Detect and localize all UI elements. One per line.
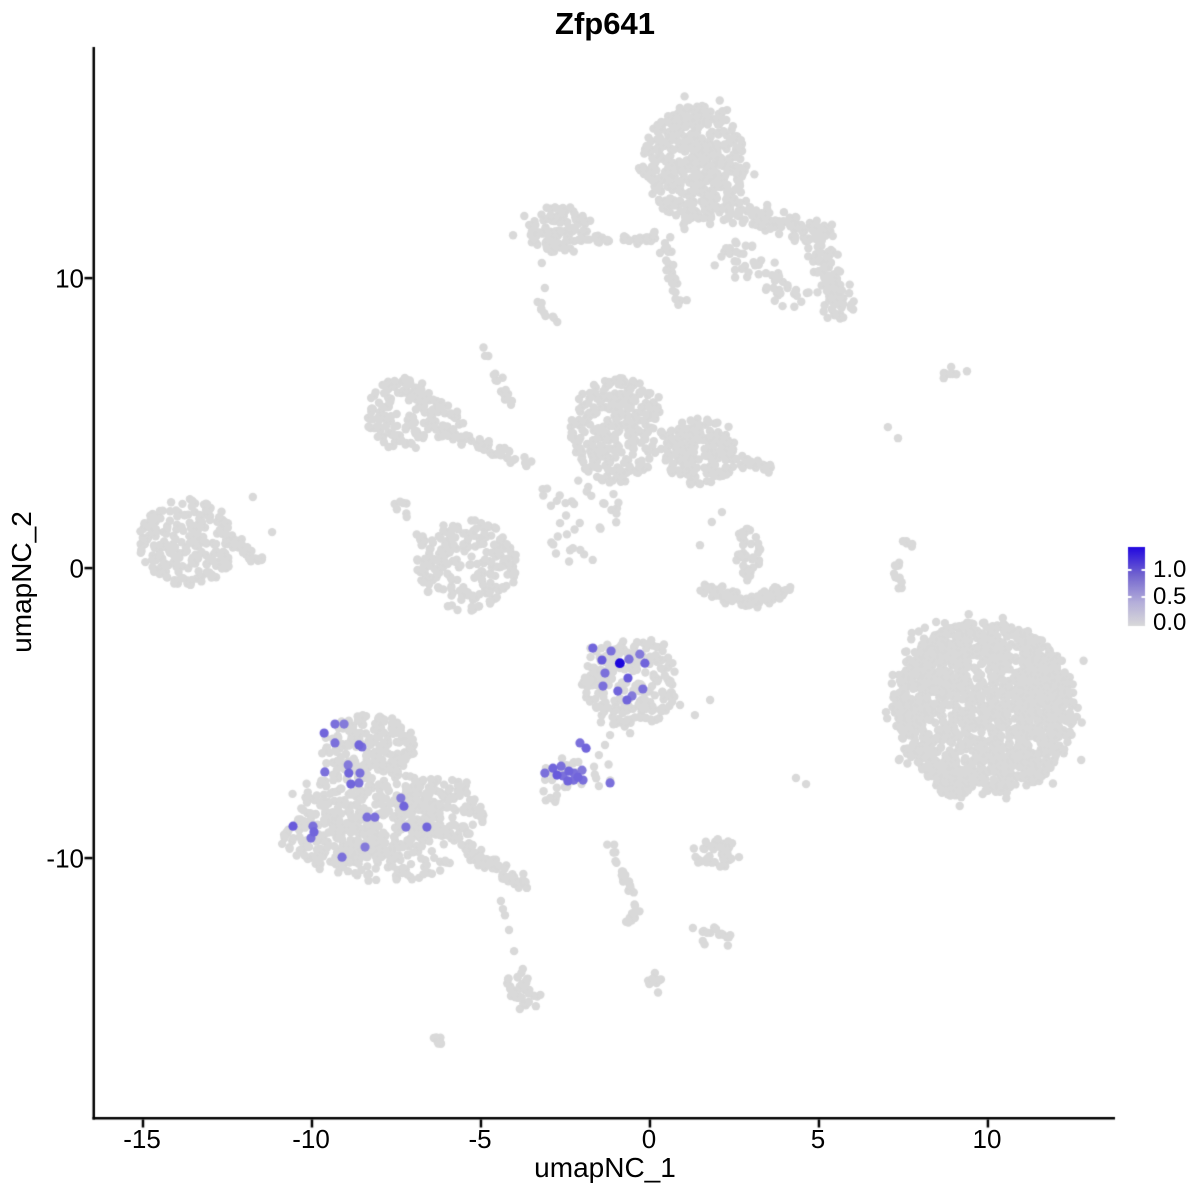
x-tick-label: -5 [468, 1124, 492, 1154]
x-tick-label: 5 [810, 1124, 826, 1154]
x-tick-label: 0 [641, 1124, 657, 1154]
x-axis-label: umapNC_1 [534, 1152, 676, 1183]
y-axis-label: umapNC_2 [6, 511, 37, 653]
legend-tick-label: 1.0 [1153, 556, 1187, 583]
x-tick-label: -10 [292, 1124, 330, 1154]
legend-tick-label: 0.5 [1153, 583, 1187, 610]
x-tick-label: 10 [972, 1124, 1002, 1154]
y-tick-label: -10 [46, 843, 84, 874]
legend-tick-label: 0.0 [1153, 609, 1187, 636]
x-tick-label: -15 [123, 1124, 161, 1154]
y-tick-label: 0 [69, 553, 84, 584]
y-tick-label: 10 [55, 263, 84, 294]
plot-title: Zfp641 [555, 6, 655, 41]
